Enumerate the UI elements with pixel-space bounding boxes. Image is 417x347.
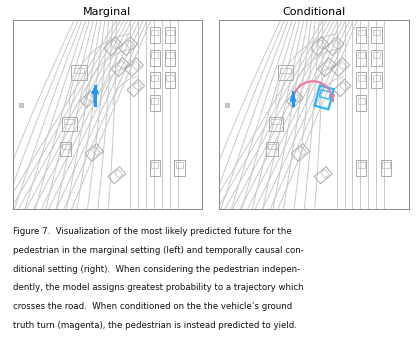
Bar — [356, 72, 367, 88]
Bar — [62, 144, 70, 149]
Bar — [339, 82, 348, 91]
Bar — [373, 29, 380, 35]
Bar — [174, 160, 185, 176]
Bar — [151, 98, 158, 103]
Bar — [266, 142, 278, 156]
Bar — [133, 82, 142, 91]
Bar — [165, 27, 175, 43]
Bar — [151, 52, 158, 58]
Bar — [318, 58, 337, 76]
Bar — [298, 146, 306, 155]
Bar — [74, 68, 84, 73]
Bar — [317, 40, 326, 49]
Bar — [314, 167, 332, 184]
Bar — [269, 117, 283, 131]
Bar — [371, 72, 382, 88]
Bar — [62, 117, 77, 131]
Bar — [268, 144, 276, 149]
Bar — [166, 75, 173, 81]
Bar — [319, 90, 331, 99]
Bar — [324, 61, 333, 70]
Bar — [356, 160, 367, 176]
Bar — [150, 72, 160, 88]
Bar — [310, 37, 329, 56]
Bar — [166, 29, 173, 35]
Bar — [373, 52, 380, 58]
Bar — [131, 61, 140, 70]
Bar — [150, 27, 160, 43]
Bar — [357, 98, 365, 103]
Bar — [151, 75, 158, 81]
Bar — [176, 162, 183, 168]
Bar — [332, 40, 341, 49]
Bar — [151, 162, 158, 168]
Bar — [80, 91, 97, 108]
Bar — [126, 40, 135, 49]
Text: Figure 7.  Visualization of the most likely predicted future for the: Figure 7. Visualization of the most like… — [13, 227, 291, 236]
Bar — [165, 72, 175, 88]
Bar — [110, 40, 119, 49]
Bar — [108, 167, 126, 184]
Text: truth turn (magenta), the pedestrian is instead predicted to yield.: truth turn (magenta), the pedestrian is … — [13, 321, 296, 330]
Bar — [315, 85, 334, 109]
Bar — [357, 29, 365, 35]
Bar — [111, 58, 130, 76]
Bar — [356, 27, 367, 43]
Bar — [278, 65, 293, 81]
Bar — [382, 162, 389, 168]
Bar — [150, 160, 160, 176]
Bar — [321, 170, 329, 178]
Bar — [151, 29, 158, 35]
Bar — [166, 52, 173, 58]
Text: ditional setting (right).  When considering the pedestrian indepen-: ditional setting (right). When consideri… — [13, 265, 300, 274]
Bar — [125, 58, 143, 76]
Bar — [357, 75, 365, 81]
Bar — [71, 65, 86, 81]
Bar — [356, 50, 367, 66]
Bar — [118, 61, 127, 70]
Bar — [357, 162, 365, 168]
Bar — [331, 58, 350, 76]
Bar — [86, 94, 94, 102]
Bar — [60, 142, 71, 156]
Text: dently, the model assigns greatest probability to a trajectory which: dently, the model assigns greatest proba… — [13, 283, 303, 293]
Bar — [150, 95, 160, 111]
Bar — [127, 79, 145, 97]
Bar — [371, 27, 382, 43]
Bar — [381, 160, 391, 176]
Bar — [271, 119, 281, 124]
Title: Conditional: Conditional — [282, 8, 345, 17]
Bar — [165, 50, 175, 66]
Bar — [291, 144, 310, 161]
Bar — [334, 79, 351, 97]
Bar — [337, 61, 347, 70]
Bar — [91, 146, 100, 155]
Bar — [292, 94, 300, 102]
Bar — [356, 95, 367, 111]
Text: crosses the road.  When conditioned on the the vehicle’s ground: crosses the road. When conditioned on th… — [13, 302, 292, 311]
Bar — [114, 170, 123, 178]
Text: pedestrian in the marginal setting (left) and temporally causal con-: pedestrian in the marginal setting (left… — [13, 246, 304, 255]
Title: Marginal: Marginal — [83, 8, 131, 17]
Bar — [119, 37, 138, 56]
Bar — [150, 50, 160, 66]
Bar — [325, 37, 344, 56]
Bar — [373, 75, 380, 81]
Bar — [357, 52, 365, 58]
Bar — [371, 50, 382, 66]
Bar — [104, 37, 123, 56]
Bar — [85, 144, 103, 161]
Bar — [286, 91, 303, 108]
Bar — [65, 119, 74, 124]
Bar — [280, 68, 291, 73]
